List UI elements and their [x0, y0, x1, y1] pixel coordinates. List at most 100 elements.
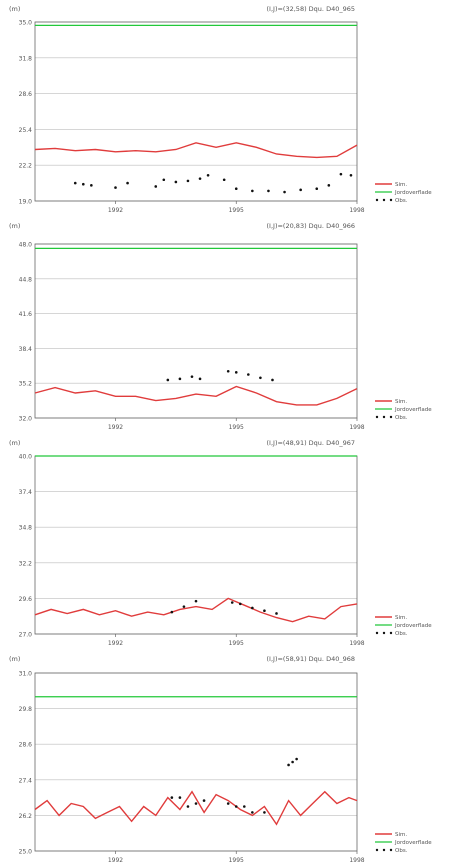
obs-point [283, 190, 286, 194]
legend-obs-swatch [382, 848, 386, 852]
y-tick-label: 35.0 [19, 20, 33, 27]
chart-title: (I,J)=(32,58) Dqu. D40_965 [267, 5, 355, 13]
x-tick-label: 1992 [108, 857, 123, 864]
unit-label: (m) [9, 222, 20, 230]
legend-surface-label: Jordoverflade [394, 190, 432, 196]
legend-obs-swatch [382, 198, 386, 202]
y-tick-label: 44.8 [19, 276, 33, 283]
obs-point [166, 378, 170, 382]
x-tick-label: 1995 [229, 424, 244, 431]
x-tick-label: 1998 [349, 640, 364, 647]
obs-point [174, 180, 178, 184]
obs-point [263, 609, 266, 613]
legend-obs-label: Obs. [395, 415, 408, 421]
y-tick-label: 35.2 [19, 381, 33, 388]
obs-point [251, 189, 254, 193]
x-tick-label: 1992 [108, 640, 123, 647]
unit-label: (m) [9, 439, 20, 447]
y-tick-label: 31.8 [19, 55, 33, 62]
x-tick-label: 1998 [349, 424, 364, 431]
legend-sim-label: Sim. [395, 399, 407, 405]
y-tick-label: 40.0 [19, 454, 33, 461]
legend-obs-swatch [375, 631, 379, 635]
obs-point [190, 375, 194, 378]
legend-obs-swatch [375, 198, 379, 202]
legend-sim-label: Sim. [395, 615, 407, 621]
legend-obs-swatch [389, 415, 393, 419]
obs-point [186, 805, 190, 808]
y-tick-label: 27.4 [19, 777, 33, 784]
y-tick-label: 25.0 [19, 849, 33, 856]
obs-point [198, 177, 202, 180]
obs-point [243, 805, 246, 808]
obs-point [251, 811, 254, 814]
y-tick-label: 19.0 [19, 199, 33, 206]
chart-panel-2: (m) (I,J)=(20,83) Dqu. D40_966 48.0 44.8 41.… [9, 222, 432, 431]
obs-point [182, 605, 186, 608]
y-tick-label: 27.0 [19, 632, 33, 639]
legend-sim-label: Sim. [395, 832, 407, 838]
obs-point [162, 178, 166, 182]
legend-sim-label: Sim. [395, 182, 407, 188]
x-tick-label: 1992 [108, 207, 123, 214]
obs-point [186, 179, 190, 183]
x-tick-label: 1995 [229, 857, 244, 864]
obs-point [226, 369, 230, 373]
obs-point [230, 601, 234, 604]
y-tick-label: 26.2 [19, 813, 33, 820]
obs-point [234, 805, 238, 808]
y-tick-label: 29.8 [19, 706, 33, 713]
obs-point [154, 185, 158, 188]
chart-title: (I,J)=(20,83) Dqu. D40_966 [267, 222, 355, 230]
y-tick-label: 32.0 [19, 416, 33, 423]
obs-point [247, 373, 250, 376]
legend-surface-label: Jordoverflade [394, 623, 432, 629]
y-tick-label: 34.8 [19, 525, 33, 532]
obs-point [170, 610, 174, 614]
obs-point [267, 189, 270, 193]
obs-point [327, 184, 331, 187]
legend-obs-swatch [389, 848, 393, 852]
x-tick-label: 1998 [349, 857, 364, 864]
obs-point [275, 612, 278, 615]
obs-point [194, 599, 198, 603]
obs-point [295, 757, 298, 761]
legend-obs-swatch [382, 631, 386, 635]
legend-surface-label: Jordoverflade [394, 407, 432, 413]
obs-point [291, 760, 294, 764]
legend-obs-swatch [382, 415, 386, 419]
legend-obs-swatch [375, 415, 379, 419]
obs-point [251, 606, 254, 610]
y-tick-label: 37.4 [19, 489, 33, 496]
obs-point [349, 173, 353, 177]
y-tick-label: 31.0 [19, 671, 33, 678]
obs-point [299, 188, 302, 192]
obs-point [263, 811, 266, 814]
obs-point [222, 178, 226, 182]
plot-frame [34, 21, 358, 202]
sim-line [34, 597, 358, 623]
sim-line [34, 142, 358, 159]
sim-line [34, 385, 358, 406]
obs-point [126, 181, 129, 185]
unit-label: (m) [9, 655, 20, 663]
legend-obs-swatch [375, 848, 379, 852]
obs-point [315, 187, 319, 190]
y-tick-label: 28.6 [19, 91, 33, 98]
x-tick-label: 1995 [229, 640, 244, 647]
chart-panel-3: (m) (I,J)=(48,91) Dqu. D40_967 40.0 37.4 34.… [9, 439, 432, 647]
obs-point [271, 378, 274, 382]
obs-point [82, 182, 85, 186]
legend-obs-swatch [389, 198, 393, 202]
y-tick-label: 38.4 [19, 346, 33, 353]
legend-obs-swatch [389, 631, 393, 635]
y-tick-label: 29.6 [19, 596, 33, 603]
plot-frame [34, 243, 358, 419]
obs-point [287, 763, 290, 767]
y-tick-label: 22.2 [19, 163, 33, 170]
legend-obs-label: Obs. [395, 631, 408, 637]
obs-point [114, 186, 117, 189]
unit-label: (m) [9, 5, 20, 13]
plot-frame [34, 672, 358, 852]
